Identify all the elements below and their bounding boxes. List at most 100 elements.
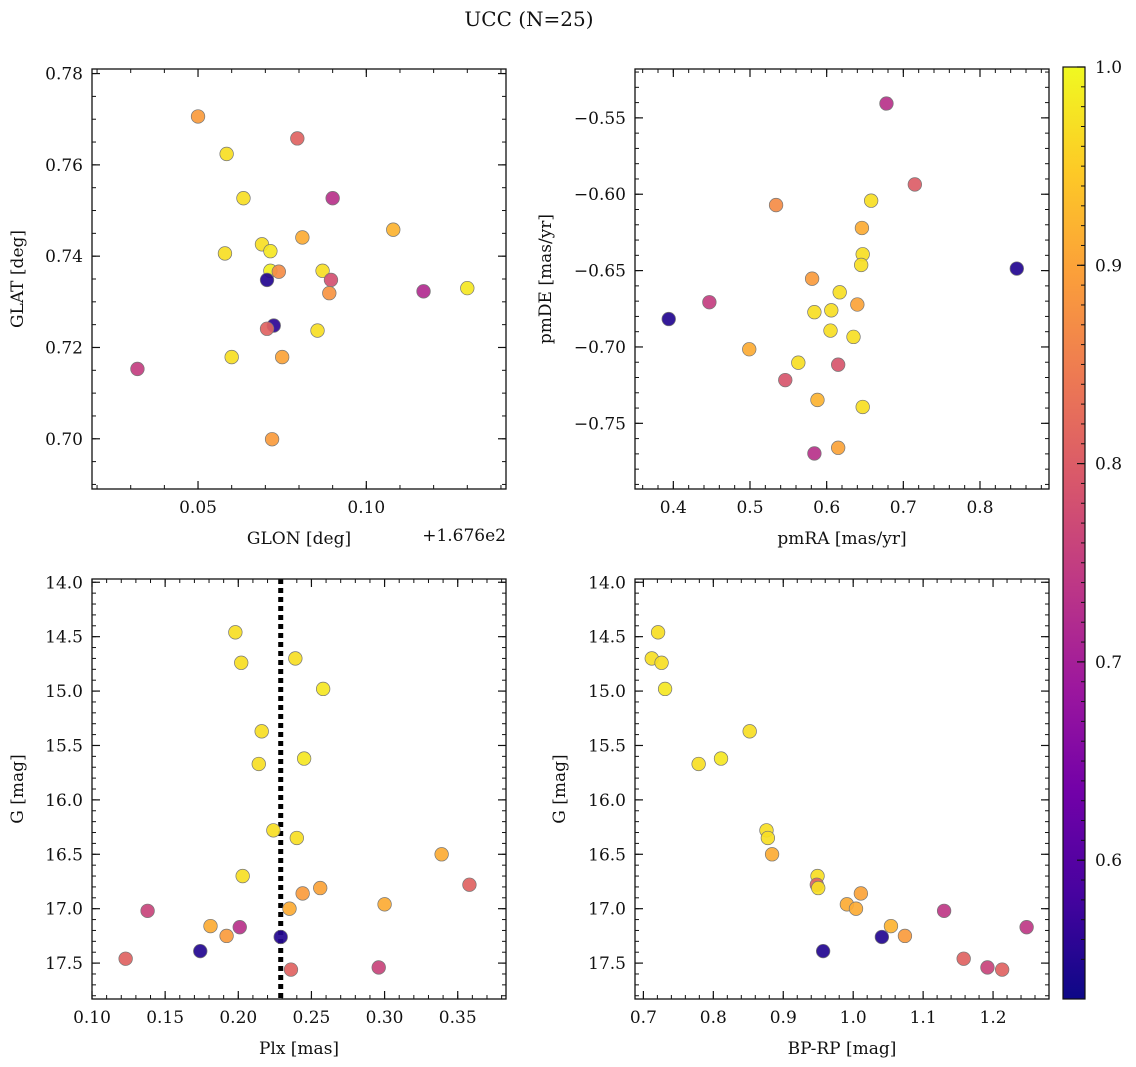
data-point (807, 304, 822, 320)
data-point (130, 361, 145, 377)
data-point (1009, 261, 1024, 276)
x-tick-label: 1.2 (980, 1008, 1007, 1028)
x-axis-offset-label: +1.676e2 (422, 526, 506, 546)
scatter-panels: 0.05 0.10 0.70 0.72 0.74 0.76 0.78 GLON [deg] GL… (8, 65, 1050, 1059)
y-tick-label: 15.0 (45, 682, 83, 702)
x-tick-label: 0.10 (347, 498, 385, 518)
x-tick-label: 0.8 (700, 1008, 727, 1028)
y-tick-label: 14.5 (588, 628, 626, 648)
data-point (275, 349, 290, 365)
data-point (897, 928, 913, 944)
axes-frame (634, 578, 1050, 1000)
colorbar-tick-label: 0.9 (1095, 256, 1122, 276)
data-point (661, 311, 676, 327)
data-point (936, 903, 952, 919)
data-point (271, 264, 286, 279)
x-tick-label: 0.25 (293, 1008, 331, 1028)
y-tick-label: 15.5 (45, 736, 83, 756)
data-point (224, 349, 239, 365)
y-tick-label: 0.78 (45, 65, 83, 85)
data-point (313, 880, 328, 896)
x-tick-label: 0.7 (630, 1008, 657, 1028)
data-point (742, 342, 757, 357)
y-tick-label: 15.0 (588, 682, 626, 702)
colorbar-tick-label: 0.7 (1095, 653, 1122, 673)
data-point (768, 197, 784, 213)
data-point (217, 246, 233, 261)
y-tick-label: −0.65 (574, 262, 626, 282)
x-tick-label: 0.35 (439, 1008, 477, 1028)
x-tick-label: 1.1 (910, 1008, 937, 1028)
y-tick-label: 14.5 (45, 628, 83, 648)
y-tick-label: 0.70 (45, 430, 83, 450)
data-point (702, 295, 717, 310)
y-axis-label: pmDE [mas/yr] (536, 214, 556, 344)
y-tick-label: 14.0 (45, 573, 83, 593)
y-tick-label: 17.5 (45, 954, 83, 974)
data-point (831, 357, 846, 372)
data-point (807, 446, 822, 461)
data-point (118, 951, 133, 966)
data-point (764, 847, 780, 862)
data-point (416, 284, 431, 299)
data-point (713, 751, 729, 766)
data-point (831, 440, 846, 455)
data-point (219, 928, 234, 944)
data-point (259, 321, 275, 336)
x-tick-label: 0.5 (736, 498, 763, 518)
data-point (691, 756, 706, 772)
x-tick-label: 1.0 (840, 1008, 867, 1028)
y-tick-label: 16.5 (588, 845, 626, 865)
data-point (295, 230, 310, 245)
data-point (377, 897, 392, 912)
x-tick-label: 0.20 (219, 1008, 257, 1028)
data-point (980, 960, 995, 975)
colorbar-tick-label: 0.8 (1095, 455, 1122, 475)
data-point (228, 625, 243, 640)
data-point (236, 191, 251, 206)
data-point (266, 823, 281, 838)
x-tick-label: 0.4 (660, 498, 687, 518)
x-tick-label: 0.6 (813, 498, 840, 518)
data-point (791, 355, 806, 370)
data-point (879, 96, 894, 111)
data-point (282, 901, 297, 916)
x-axis-label: GLON [deg] (247, 529, 351, 549)
data-point (434, 847, 449, 862)
x-tick-label: 0.15 (146, 1008, 184, 1028)
data-point (234, 655, 249, 670)
data-point (832, 285, 847, 300)
data-point (956, 951, 971, 966)
data-point (264, 432, 280, 447)
data-point (811, 880, 826, 896)
data-point (263, 244, 278, 259)
data-point (310, 323, 325, 338)
data-point (742, 724, 757, 739)
colorbar: 0.6 0.7 0.8 0.9 1.0 (1062, 58, 1122, 1000)
y-tick-label: −0.55 (574, 109, 626, 129)
data-point (315, 263, 330, 278)
data-point (251, 756, 266, 772)
y-tick-label: 14.0 (588, 573, 626, 593)
data-point (994, 962, 1010, 977)
data-point (810, 392, 825, 408)
data-point (854, 220, 870, 236)
y-axis-label: G [mag] (550, 754, 570, 823)
data-point (855, 399, 870, 415)
data-point (863, 193, 879, 208)
x-tick-label: 0.8 (966, 498, 993, 518)
data-point (650, 625, 666, 640)
y-tick-label: 17.5 (588, 954, 626, 974)
data-point (325, 191, 340, 206)
data-point (203, 918, 218, 934)
y-tick-label: −0.75 (574, 414, 626, 434)
colorbar-tick-label: 0.6 (1095, 851, 1122, 871)
panel-plx-g: 0.10 0.15 0.20 0.25 0.30 0.35 14.0 14.5 15.0 15.5… (8, 573, 507, 1059)
data-point (386, 222, 401, 237)
data-point (235, 868, 250, 884)
data-point (657, 681, 673, 697)
x-axis-label: BP-RP [mag] (788, 1039, 897, 1059)
y-tick-label: 16.5 (45, 845, 83, 865)
data-point (460, 280, 475, 296)
